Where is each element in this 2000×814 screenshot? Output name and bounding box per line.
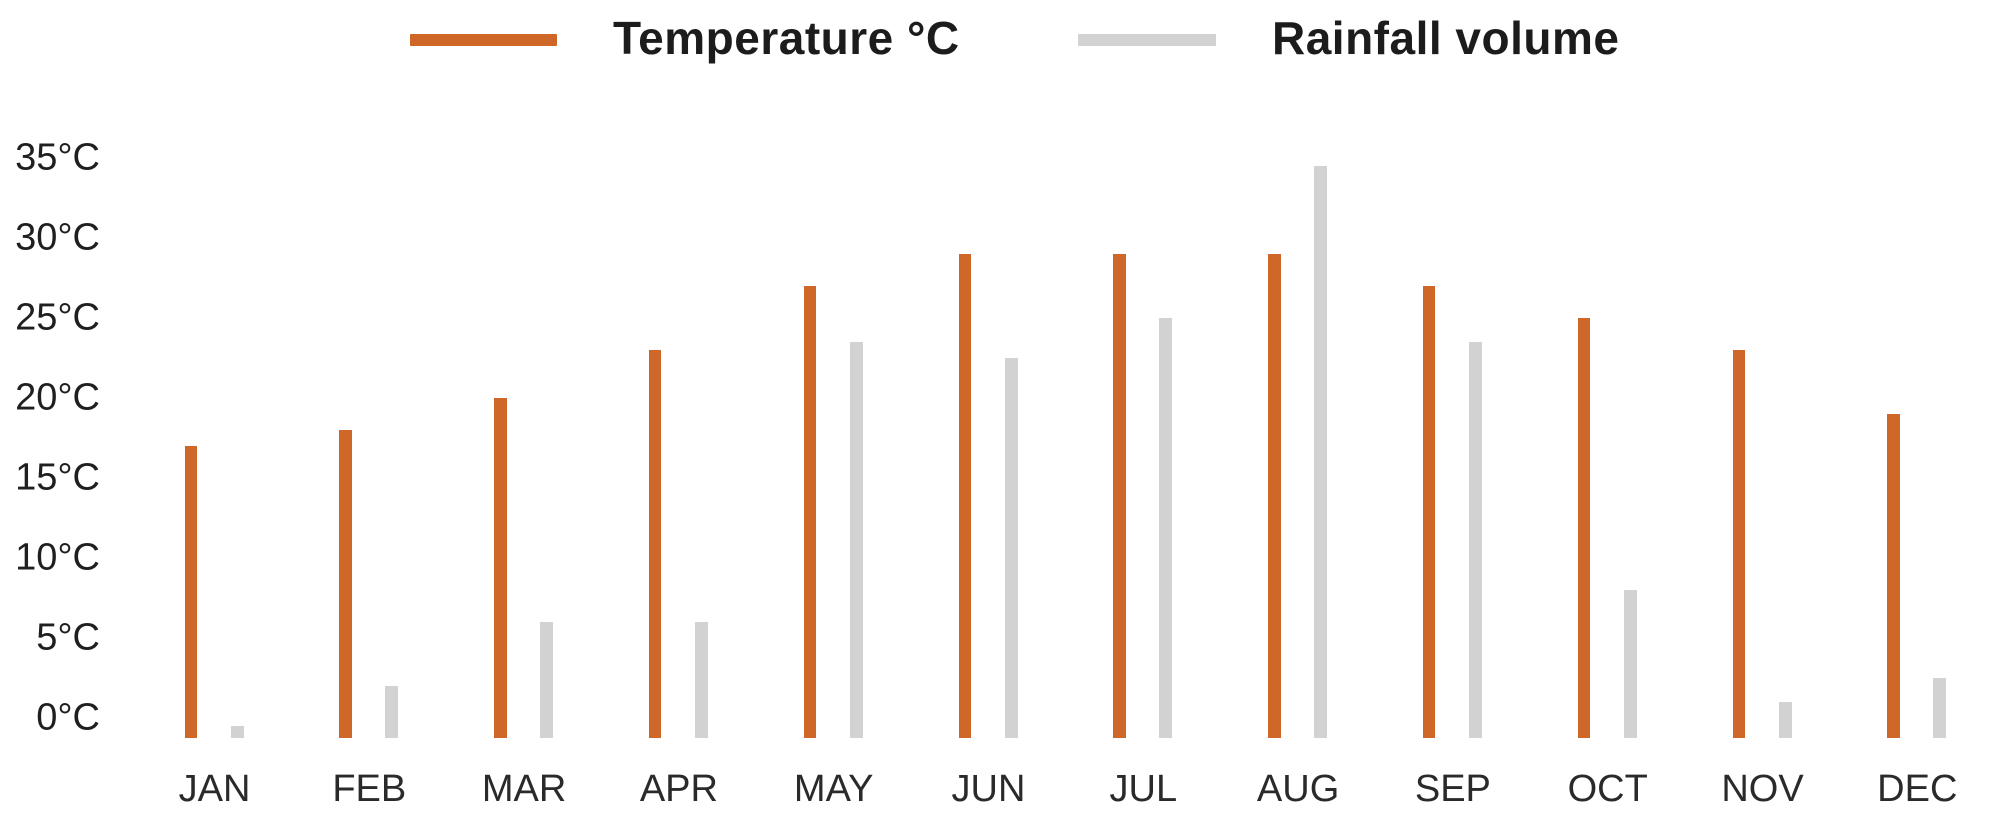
y-axis-tick-label: 25°C — [15, 296, 100, 339]
temperature-bar-jul — [1113, 254, 1126, 738]
temperature-bar-feb — [339, 430, 352, 738]
month-label-jun: JUN — [951, 768, 1026, 810]
temperature-bar-aug — [1268, 254, 1281, 738]
rainfall-bar-may — [849, 342, 863, 738]
rainfall-bar-mar — [540, 622, 554, 738]
rainfall-bar-jul — [1159, 318, 1173, 738]
y-axis-tick-label: 15°C — [15, 456, 100, 499]
y-axis-tick-label: 20°C — [15, 376, 100, 419]
month-label-nov: NOV — [1721, 768, 1804, 810]
temperature-bar-nov — [1732, 350, 1745, 738]
rainfall-bar-dec — [1933, 678, 1947, 738]
temperature-bar-mar — [494, 398, 507, 738]
month-label-feb: FEB — [332, 768, 407, 810]
month-label-apr: APR — [639, 768, 718, 810]
temperature-bar-sep — [1422, 286, 1436, 738]
rainfall-bar-jun — [1004, 358, 1018, 738]
month-label-jul: JUL — [1109, 768, 1178, 810]
temperature-bar-apr — [648, 350, 662, 738]
rainfall-bar-nov — [1778, 702, 1792, 738]
month-label-jan: JAN — [178, 768, 251, 810]
y-axis-tick-label: 35°C — [15, 136, 100, 179]
rainfall-bar-feb — [385, 686, 399, 738]
rainfall-bar-sep — [1468, 342, 1482, 738]
rainfall-bar-apr — [694, 622, 708, 738]
y-axis-tick-label: 10°C — [15, 536, 100, 579]
rainfall-bar-aug — [1314, 166, 1328, 738]
temperature-bar-jan — [184, 446, 197, 738]
month-label-oct: OCT — [1567, 768, 1648, 810]
temperature-legend-swatch — [410, 34, 557, 46]
temperature-legend-label: Temperature °C — [613, 12, 960, 64]
month-label-sep: SEP — [1414, 768, 1491, 810]
y-axis-tick-label: 5°C — [36, 616, 100, 659]
rainfall-bar-oct — [1623, 590, 1637, 738]
temperature-bar-oct — [1577, 318, 1591, 738]
month-label-dec: DEC — [1877, 768, 1958, 810]
month-label-may: MAY — [793, 768, 874, 810]
temperature-bar-jun — [958, 254, 971, 738]
y-axis-tick-label: 30°C — [15, 216, 100, 259]
rainfall-legend-swatch — [1078, 34, 1216, 46]
temperature-bar-may — [803, 286, 817, 738]
y-axis-tick-label: 0°C — [36, 696, 100, 739]
month-label-mar: MAR — [481, 768, 567, 810]
rainfall-legend-label: Rainfall volume — [1272, 12, 1620, 64]
month-label-aug: AUG — [1256, 768, 1340, 810]
rainfall-bar-jan — [230, 726, 244, 738]
temperature-bar-dec — [1887, 414, 1900, 738]
